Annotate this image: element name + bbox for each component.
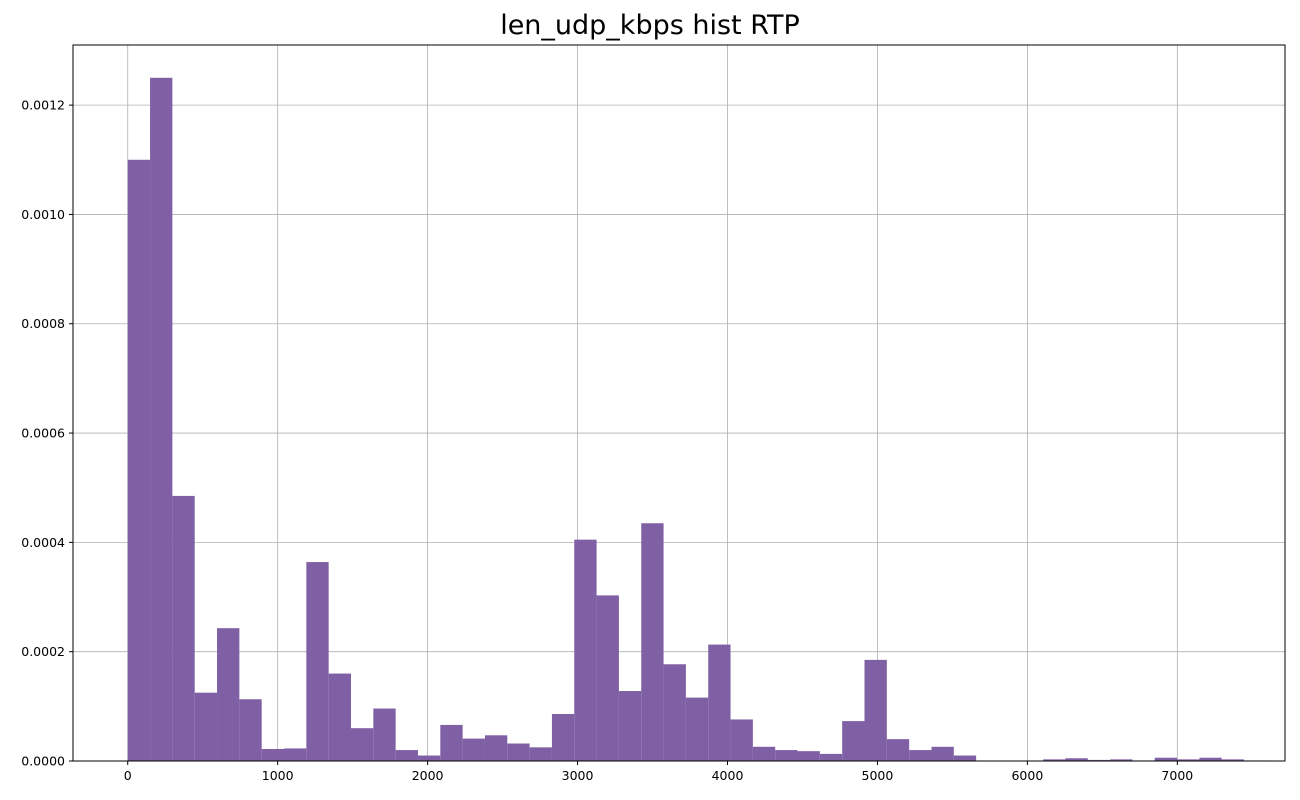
x-tick-label: 5000 bbox=[862, 768, 894, 783]
plot-frame bbox=[72, 44, 1286, 762]
histogram-bar bbox=[194, 692, 218, 761]
y-tick-label: 0.0006 bbox=[21, 426, 65, 441]
histogram-bar bbox=[1177, 759, 1200, 761]
histogram-bar bbox=[663, 664, 686, 761]
histogram-bar bbox=[261, 748, 285, 761]
histogram-bar bbox=[529, 747, 552, 761]
y-tick-label: 0.0000 bbox=[21, 754, 65, 769]
histogram-bar bbox=[953, 755, 977, 761]
histogram-bar bbox=[239, 699, 262, 761]
histogram-bar bbox=[373, 708, 396, 761]
ticks-layer: 0 1000 2000 3000 4000 5000 6000 7000 0.0000 0.000… bbox=[21, 98, 1193, 783]
histogram-bar bbox=[507, 743, 530, 761]
histogram-bar bbox=[284, 748, 307, 761]
histogram-bar bbox=[328, 673, 351, 761]
x-tick-label: 2000 bbox=[412, 768, 444, 783]
histogram-bar bbox=[1221, 759, 1245, 761]
histogram-bar bbox=[440, 724, 463, 761]
histogram-bar bbox=[708, 644, 731, 761]
histogram-bar bbox=[1065, 758, 1088, 761]
histogram-bar bbox=[752, 746, 776, 761]
histogram-bar bbox=[306, 562, 329, 761]
x-tick-label: 7000 bbox=[1161, 768, 1193, 783]
histogram-bar bbox=[931, 746, 954, 761]
histogram-bar bbox=[217, 628, 240, 761]
histogram-bar bbox=[641, 523, 664, 761]
histogram-bar bbox=[886, 739, 910, 761]
histogram-bar bbox=[842, 721, 865, 761]
y-tick-label: 0.0004 bbox=[21, 535, 65, 550]
chart-title: len_udp_kbps hist RTP bbox=[500, 10, 800, 41]
histogram-bar bbox=[150, 77, 173, 762]
x-tick-label: 3000 bbox=[562, 768, 594, 783]
x-tick-label: 1000 bbox=[262, 768, 294, 783]
histogram-bar bbox=[462, 738, 485, 761]
histogram-bar bbox=[618, 691, 642, 761]
y-tick-label: 0.0010 bbox=[21, 207, 65, 222]
histogram-bar bbox=[730, 719, 753, 761]
histogram-bar bbox=[417, 755, 441, 761]
histogram-bar bbox=[574, 539, 597, 761]
y-tick-label: 0.0012 bbox=[21, 98, 65, 113]
grid-layer bbox=[73, 45, 1285, 762]
histogram-bar bbox=[1110, 759, 1133, 761]
histogram-bar bbox=[797, 751, 820, 761]
histogram-bar bbox=[864, 659, 887, 761]
histogram-bar bbox=[1199, 757, 1222, 761]
histogram-bar bbox=[685, 697, 709, 761]
x-tick-label: 4000 bbox=[712, 768, 744, 783]
y-tick-label: 0.0002 bbox=[21, 644, 65, 659]
histogram-bar bbox=[350, 728, 374, 761]
histogram-bar bbox=[596, 595, 619, 761]
x-tick-label: 0 bbox=[124, 768, 132, 783]
histogram-bar bbox=[1087, 759, 1111, 761]
histogram-bar bbox=[909, 750, 932, 761]
histogram-bar bbox=[1154, 757, 1178, 761]
histogram-bar bbox=[172, 495, 195, 761]
y-tick-label: 0.0008 bbox=[21, 316, 65, 331]
histogram-bar bbox=[819, 753, 843, 761]
x-tick-label: 6000 bbox=[1011, 768, 1043, 783]
histogram-bar bbox=[551, 713, 575, 761]
histogram-bar bbox=[484, 735, 508, 761]
histogram-bar bbox=[395, 750, 418, 761]
bars-layer bbox=[127, 77, 1267, 762]
histogram-bar bbox=[775, 750, 798, 761]
histogram-bar bbox=[1043, 759, 1066, 761]
histogram-bar bbox=[127, 159, 151, 761]
